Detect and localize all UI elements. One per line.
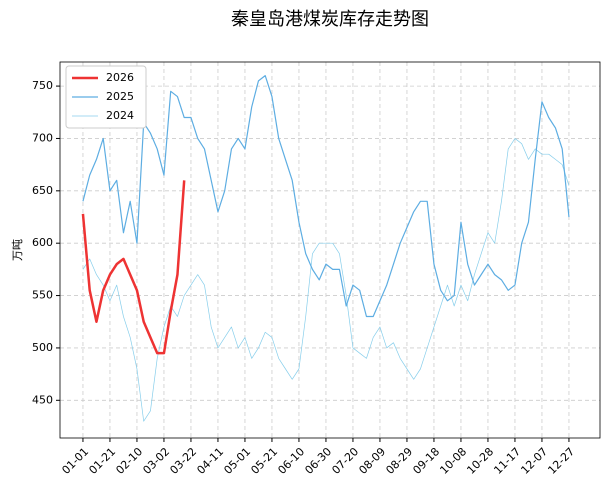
data-line <box>82 138 570 422</box>
x-tick-label: 01-01 <box>59 445 91 477</box>
chart-title: 秦皇岛港煤炭库存走势图 <box>231 9 429 30</box>
y-tick-label: 500 <box>32 341 53 354</box>
x-tick-label: 06-30 <box>302 445 334 477</box>
x-tick-label: 09-18 <box>410 445 442 477</box>
x-tick-label: 10-28 <box>464 445 496 477</box>
x-tick-label: 12-07 <box>518 445 550 477</box>
x-tick-label: 12-27 <box>545 445 577 477</box>
y-tick-label: 450 <box>32 393 53 406</box>
x-tick-label: 07-20 <box>329 445 361 477</box>
x-tick-label: 11-17 <box>491 445 523 477</box>
legend-label: 2024 <box>106 109 134 122</box>
x-tick-label: 05-01 <box>221 445 253 477</box>
y-axis-label: 万吨 <box>11 239 24 261</box>
y-tick-label: 600 <box>32 236 53 249</box>
x-tick-label: 06-10 <box>275 445 307 477</box>
plot-frame <box>59 61 601 439</box>
legend: 2026 2025 2024 <box>65 65 147 129</box>
legend-box <box>65 65 147 129</box>
y-tick-label: 700 <box>32 131 53 144</box>
y-tick-label: 550 <box>32 289 53 302</box>
y-tick-label: 650 <box>32 184 53 197</box>
x-tick-label: 04-11 <box>194 445 226 477</box>
x-tick-label: 02-10 <box>113 445 145 477</box>
legend-label: 2026 <box>106 71 134 84</box>
x-tick-label: 10-08 <box>437 445 469 477</box>
legend-label: 2025 <box>106 90 134 103</box>
x-tick-label: 03-02 <box>140 445 172 477</box>
data-line <box>81 180 186 355</box>
x-tick-label: 08-29 <box>383 445 415 477</box>
data-line <box>82 75 570 318</box>
y-tick-label: 750 <box>32 79 53 92</box>
x-tick-label: 05-21 <box>248 445 280 477</box>
x-tick-label: 03-22 <box>167 445 199 477</box>
x-tick-label: 01-21 <box>86 445 118 477</box>
x-tick-label: 08-09 <box>356 445 388 477</box>
